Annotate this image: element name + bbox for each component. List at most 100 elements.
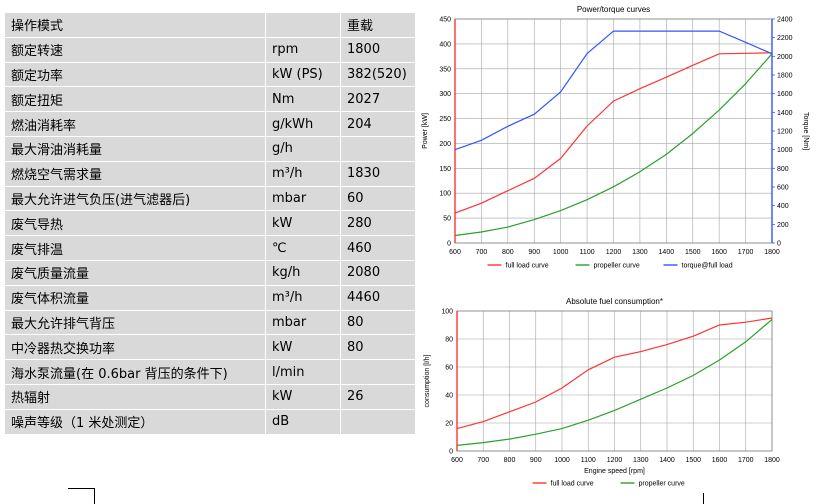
y-tick-label: 100 <box>439 191 451 198</box>
y-tick-label: 300 <box>439 91 451 98</box>
chart-title: Absolute fuel consumption* <box>566 297 663 306</box>
y-right-tick-label: 1800 <box>777 73 793 80</box>
legend-label: propeller curve <box>594 263 640 270</box>
param-cell: 燃烧空气需求量 <box>4 160 266 187</box>
x-tick-label: 1100 <box>580 249 595 256</box>
y-tick-label: 400 <box>439 41 451 48</box>
param-cell: 废气体积流量 <box>4 284 266 311</box>
spec-table-body: 操作模式 重载 额定转速 rpm 1800 额定功率 kW (PS) 382(520) 额定扭矩… <box>4 12 416 435</box>
spec-table: 操作模式 重载 额定转速 rpm 1800 额定功率 kW (PS) 382(520) 额定扭矩… <box>4 12 416 435</box>
value-cell: 280 <box>340 210 416 237</box>
x-tick-label: 600 <box>451 457 463 464</box>
unit-cell: Nm <box>265 86 341 113</box>
x-tick-label: 1200 <box>606 249 622 256</box>
param-cell: 燃油消耗率 <box>4 111 266 137</box>
y-right-tick-label: 800 <box>777 166 789 173</box>
y-tick-label: 40 <box>445 393 453 400</box>
table-row: 废气体积流量 m³/h 4460 <box>4 284 416 311</box>
y-tick-label: 450 <box>439 17 451 24</box>
y-tick-label: 350 <box>439 66 451 73</box>
y-axis-label: Power [kW] <box>422 113 429 149</box>
table-row: 最大滑油消耗量 g/h <box>4 135 416 162</box>
y-right-tick-label: 1600 <box>777 91 793 98</box>
x-tick-label: 1400 <box>659 457 675 464</box>
param-cell: 操作模式 <box>4 12 266 38</box>
unit-cell: m³/h <box>265 160 341 187</box>
series-line-1 <box>456 318 773 446</box>
y-axis-label: consumption [l/h] <box>424 354 431 407</box>
unit-cell <box>265 12 341 38</box>
value-cell: 重载 <box>340 12 416 38</box>
x-axis-label: Engine speed [rpm] <box>584 468 645 475</box>
unit-cell: l/min <box>265 359 341 385</box>
x-tick-label: 1700 <box>738 457 754 464</box>
table-row: 燃烧空气需求量 m³/h 1830 <box>4 160 416 187</box>
table-row: 最大允许排气背压 mbar 80 <box>4 309 416 336</box>
y-tick-label: 200 <box>439 141 451 148</box>
y-tick-label: 0 <box>447 241 451 248</box>
param-cell: 最大允许进气负压(进气滤器后) <box>4 185 266 212</box>
table-row: 燃油消耗率 g/kWh 204 <box>4 111 416 137</box>
table-row: 额定转速 rpm 1800 <box>4 36 416 63</box>
param-cell: 中冷器热交换功率 <box>4 334 266 361</box>
param-cell: 额定扭矩 <box>4 86 266 113</box>
series-line-2 <box>454 30 773 151</box>
x-tick-label: 1400 <box>659 249 675 256</box>
unit-cell: rpm <box>265 36 341 63</box>
table-row: 废气质量流量 kg/h 2080 <box>4 259 416 286</box>
corner-mark-left <box>68 488 94 489</box>
unit-cell: g/h <box>265 135 341 162</box>
param-cell: 额定功率 <box>4 61 266 88</box>
x-tick-label: 1100 <box>581 457 596 464</box>
x-tick-label: 1500 <box>685 249 701 256</box>
x-tick-label: 1800 <box>764 249 780 256</box>
y-right-tick-label: 2400 <box>777 17 793 24</box>
series-line-1 <box>454 53 773 237</box>
param-cell: 热辐射 <box>4 383 266 410</box>
y-tick-label: 250 <box>439 116 451 123</box>
x-tick-label: 1200 <box>607 457 623 464</box>
value-cell: 460 <box>340 235 416 261</box>
unit-cell: kg/h <box>265 259 341 286</box>
table-row: 操作模式 重载 <box>4 12 416 38</box>
table-row: 最大允许进气负压(进气滤器后) mbar 60 <box>4 185 416 212</box>
param-cell: 废气排温 <box>4 235 266 261</box>
value-cell: 382(520) <box>340 61 416 88</box>
value-cell: 1830 <box>340 160 416 187</box>
value-cell <box>340 408 416 435</box>
value-cell: 2027 <box>340 86 416 113</box>
x-tick-label: 900 <box>528 249 540 256</box>
y-right-tick-label: 2200 <box>777 35 793 42</box>
param-cell: 海水泵流量(在 0.6bar 背压的条件下) <box>4 359 266 385</box>
corner-mark-left-vertical <box>94 488 95 504</box>
legend-label: torque@full load <box>682 263 733 270</box>
series-line-0 <box>456 317 773 430</box>
value-cell: 204 <box>340 111 416 137</box>
y-right-tick-label: 400 <box>777 203 789 210</box>
unit-cell: g/kWh <box>265 111 341 137</box>
y-tick-label: 0 <box>449 449 453 456</box>
table-row: 废气排温 ℃ 460 <box>4 235 416 261</box>
unit-cell: kW (PS) <box>265 61 341 88</box>
unit-cell: dB <box>265 408 341 435</box>
x-tick-label: 1000 <box>553 249 569 256</box>
value-cell <box>340 135 416 162</box>
legend-label: propeller curve <box>639 481 685 488</box>
param-cell: 噪声等级（1 米处测定） <box>4 408 266 435</box>
x-tick-label: 1600 <box>711 249 727 256</box>
y-right-tick-label: 200 <box>777 222 789 229</box>
chart-title: Power/torque curves <box>577 5 650 14</box>
param-cell: 废气质量流量 <box>4 259 266 286</box>
param-cell: 最大允许排气背压 <box>4 309 266 336</box>
value-cell: 26 <box>340 383 416 410</box>
y-right-tick-label: 600 <box>777 185 789 192</box>
table-row: 噪声等级（1 米处测定） dB <box>4 408 416 435</box>
param-cell: 额定转速 <box>4 36 266 63</box>
table-row: 海水泵流量(在 0.6bar 背压的条件下) l/min <box>4 359 416 385</box>
x-tick-label: 700 <box>477 457 489 464</box>
y-right-tick-label: 1000 <box>777 147 793 154</box>
y-right-tick-label: 1200 <box>777 129 793 136</box>
value-cell <box>340 359 416 385</box>
table-row: 废气导热 kW 280 <box>4 210 416 237</box>
